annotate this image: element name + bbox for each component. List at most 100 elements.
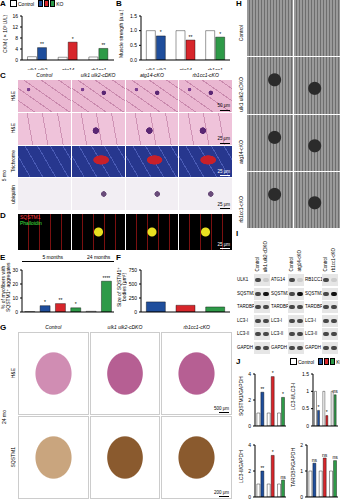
html-text:25 μm: 25 μm [217, 241, 230, 247]
svg-text:*: * [318, 404, 320, 410]
svg-text:ns: ns [312, 457, 318, 463]
svg-text:**: ** [58, 297, 62, 303]
svg-text:4: 4 [248, 371, 251, 377]
svg-text:atg14: atg14 [62, 67, 75, 70]
html-text:A: A [0, 0, 6, 8]
svg-text:ulk1 ulk2: ulk1 ulk2 [146, 67, 166, 70]
html-text:CKM (×10³ U/L): CKM (×10³ U/L) [2, 14, 8, 54]
html-text:atg14-cKO: atg14-cKO [139, 72, 164, 78]
svg-text:1.0: 1.0 [130, 27, 137, 33]
svg-text:**: ** [260, 465, 264, 471]
html-text:rb1cc1-cKO: rb1cc1-cKO [183, 324, 210, 330]
svg-text:1.5: 1.5 [130, 13, 137, 19]
svg-text:2: 2 [248, 468, 251, 474]
html-text:5 months: 5 months [42, 254, 63, 260]
svg-text:*: * [75, 301, 77, 307]
html-text:B: B [116, 0, 122, 8]
svg-text:12: 12 [12, 24, 18, 30]
svg-text:**: ** [260, 386, 264, 392]
html-text:Control: Control [254, 257, 260, 272]
html-text:G: G [0, 323, 7, 332]
svg-text:0.5: 0.5 [302, 405, 309, 411]
html-text:ulk1 ulk2-cDKO: ulk1 ulk2-cDKO [107, 324, 143, 330]
svg-text:0: 0 [248, 423, 251, 429]
svg-text:0: 0 [15, 309, 18, 315]
svg-text:0.5: 0.5 [130, 42, 137, 48]
svg-text:*: * [160, 29, 162, 35]
svg-text:*: * [44, 299, 46, 305]
svg-text:30: 30 [12, 267, 18, 273]
svg-text:rb1cc1: rb1cc1 [91, 67, 106, 70]
svg-text:**: ** [101, 42, 105, 48]
svg-text:*: * [272, 370, 274, 376]
html-text:Phalloidin: Phalloidin [20, 219, 42, 226]
html-text:200 μm: 200 μm [213, 489, 229, 495]
html-text:C: C [0, 71, 6, 80]
svg-text:2: 2 [300, 442, 303, 448]
html-text:Control: Control [18, 0, 35, 7]
html-text:Control: Control [45, 324, 62, 330]
html-text:500 μm: 500 μm [213, 405, 229, 411]
html-text:25 μm: 25 μm [217, 201, 230, 207]
html-text:50 μm: 50 μm [217, 103, 230, 109]
svg-text:250: 250 [129, 295, 138, 301]
html-text:H&E: H&E [9, 368, 16, 379]
svg-text:ns: ns [322, 452, 328, 458]
html-text:E: E [0, 253, 6, 262]
svg-text:0: 0 [134, 309, 137, 315]
svg-text:*: * [326, 409, 328, 415]
svg-text:0.0: 0.0 [130, 57, 137, 63]
html-text:ulk1 ulk2-cDKO: ulk1 ulk2-cDKO [237, 77, 244, 112]
html-text:H: H [236, 0, 242, 8]
svg-text:2: 2 [248, 397, 251, 403]
html-text:rb1cc1-cKO: rb1cc1-cKO [192, 72, 219, 78]
svg-text:0: 0 [248, 494, 251, 500]
svg-text:16: 16 [12, 13, 18, 19]
svg-text:**: ** [40, 41, 44, 47]
html-text:H&E: H&E [9, 90, 16, 101]
svg-text:1.5: 1.5 [302, 371, 309, 377]
svg-text:****: **** [103, 275, 111, 281]
svg-text:4: 4 [15, 46, 18, 52]
html-text:D: D [0, 211, 6, 220]
svg-text:20: 20 [12, 281, 18, 287]
html-text:atg14-cKO: atg14-cKO [237, 139, 244, 164]
html-text:SQSTM1: SQSTM1 [9, 447, 16, 468]
svg-text:*: * [272, 449, 274, 455]
svg-text:atg14: atg14 [179, 67, 192, 70]
html-text:Muscle strength (a.u.): Muscle strength (a.u.) [118, 9, 124, 59]
svg-text:0: 0 [306, 423, 309, 429]
svg-text:*: * [72, 36, 74, 42]
svg-text:0: 0 [300, 494, 303, 500]
svg-text:10: 10 [12, 295, 18, 301]
svg-text:1: 1 [306, 388, 309, 394]
html-text:% of myofibers with SQSTM1⁺ ag: % of myofibers with SQSTM1⁺ aggregates [0, 262, 11, 312]
svg-text:1: 1 [300, 468, 303, 474]
html-text:ulk1 ulk2-cDKO: ulk1 ulk2-cDKO [80, 72, 116, 78]
html-text:Trichrome: Trichrome [9, 150, 16, 173]
svg-text:500: 500 [129, 281, 138, 287]
svg-text:4: 4 [248, 442, 251, 448]
svg-text:ns: ns [280, 474, 286, 480]
html-text:H&E: H&E [9, 123, 16, 134]
html-text:24 mo: 24 mo [1, 410, 7, 424]
html-text:ubiquitin: ubiquitin [9, 184, 16, 204]
svg-text:**: ** [189, 34, 193, 40]
svg-text:8: 8 [15, 35, 18, 41]
html-text:KO: KO [56, 0, 64, 7]
html-text:5 mo: 5 mo [1, 169, 7, 181]
html-text:Size of SQSTM1⁺ bodies (μm²): Size of SQSTM1⁺ bodies (μm²) [115, 267, 127, 307]
svg-text:ulk1 ulk2: ulk1 ulk2 [27, 67, 47, 70]
html-text:25 μm: 25 μm [217, 168, 230, 174]
svg-text:0: 0 [15, 57, 18, 63]
html-text:rb1cc1-cKO: rb1cc1-cKO [237, 195, 244, 223]
svg-text:*: * [282, 391, 284, 397]
html-text:SQSTM1: SQSTM1 [20, 214, 41, 220]
svg-text:*: * [219, 31, 221, 37]
svg-text:750: 750 [129, 267, 138, 273]
html-text:Control: Control [237, 24, 244, 41]
svg-text:rb1cc1: rb1cc1 [208, 67, 223, 70]
html-text:Control: Control [36, 72, 53, 78]
html-text:24 months: 24 months [87, 254, 111, 260]
html-text:Control: Control [298, 358, 315, 365]
